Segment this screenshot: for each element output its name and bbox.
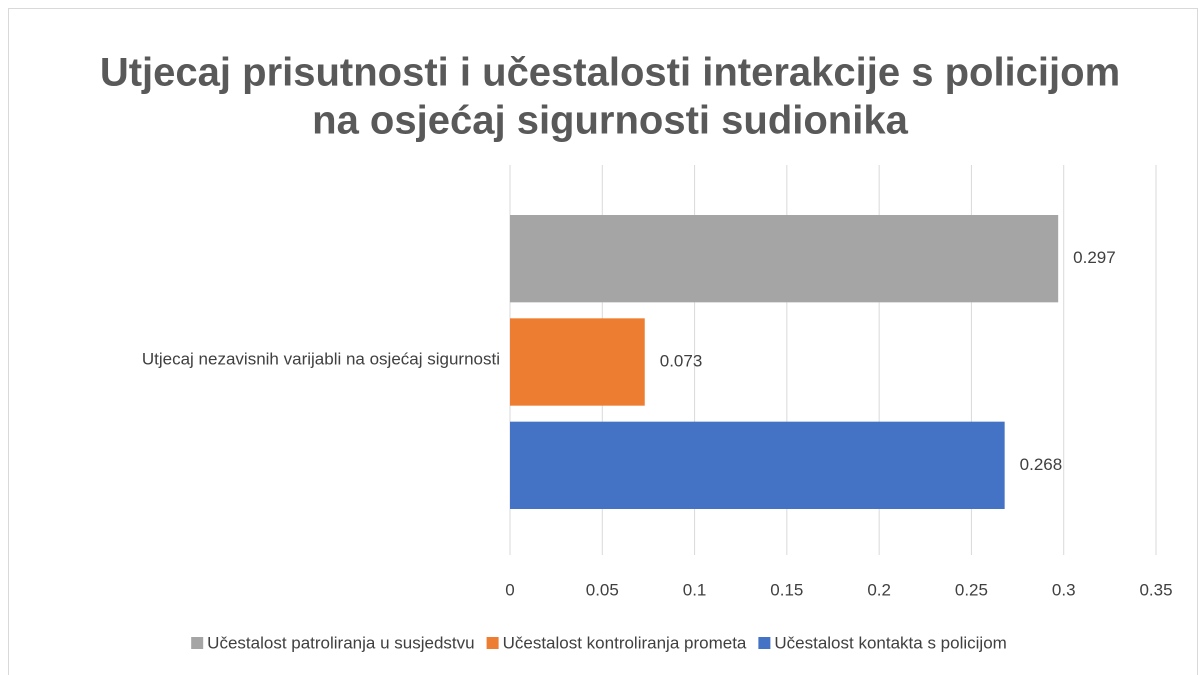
legend-swatch [191,637,204,649]
data-label: 0.268 [1020,455,1063,474]
data-label: 0.073 [660,351,703,370]
legend-swatch [486,637,499,649]
legend-label: Učestalost kontroliranja prometa [503,633,747,652]
x-tick-label: 0.3 [1052,580,1076,599]
x-tick-label: 0.35 [1139,580,1172,599]
chart-title: na osjećaj sigurnosti sudionika [312,99,908,143]
x-tick-label: 0.05 [586,580,619,599]
bar [510,215,1059,303]
x-tick-label: 0.2 [867,580,891,599]
legend-label: Učestalost kontakta s policijom [774,633,1006,652]
x-tick-label: 0.1 [683,580,707,599]
data-label: 0.297 [1073,248,1116,267]
x-tick-label: 0.15 [770,580,803,599]
legend-swatch [758,637,771,649]
chart-title: Utjecaj prisutnosti i učestalosti intera… [100,51,1120,95]
y-tick-label: Utjecaj nezavisnih varijabli na osjećaj … [142,349,500,368]
legend-label: Učestalost patroliranja u susjedstvu [207,633,474,652]
x-tick-label: 0.25 [955,580,988,599]
bar [510,421,1005,509]
bar [510,318,645,406]
x-tick-label: 0 [505,580,514,599]
